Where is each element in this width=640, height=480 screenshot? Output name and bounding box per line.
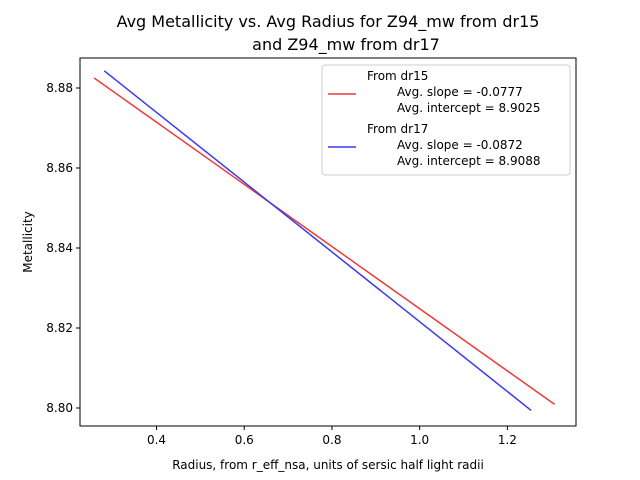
legend-intercept-dr17: Avg. intercept = 8.9088 bbox=[397, 154, 541, 168]
y-tick-label-0: 8.80 bbox=[46, 401, 73, 415]
series-line-1 bbox=[103, 70, 532, 411]
x-tick-label-4: 1.2 bbox=[498, 433, 517, 447]
x-tick-label-0: 0.4 bbox=[147, 433, 166, 447]
legend-slope-dr17: Avg. slope = -0.0872 bbox=[397, 138, 523, 152]
y-tick-label-1: 8.82 bbox=[46, 321, 73, 335]
x-tick-label-2: 0.8 bbox=[322, 433, 341, 447]
y-axis-ticks: 8.80 8.82 8.84 8.86 8.88 bbox=[46, 81, 80, 415]
x-axis-label: Radius, from r_eff_nsa, units of sersic … bbox=[172, 458, 484, 472]
y-tick-label-3: 8.86 bbox=[46, 161, 73, 175]
plot-frame bbox=[79, 57, 577, 427]
legend: From dr15 Avg. slope = -0.0777 Avg. inte… bbox=[321, 64, 571, 176]
y-tick-label-2: 8.84 bbox=[46, 241, 73, 255]
legend-series-name-dr17: From dr17 bbox=[367, 122, 428, 136]
x-axis-ticks: 0.4 0.6 0.8 1.0 1.2 bbox=[147, 426, 517, 447]
series-layer bbox=[93, 70, 556, 411]
y-axis-label: Metallicity bbox=[21, 211, 35, 273]
legend-series-name-dr15: From dr15 bbox=[367, 69, 428, 83]
legend-intercept-dr15: Avg. intercept = 8.9025 bbox=[397, 101, 541, 115]
chart-title-line1: Avg Metallicity vs. Avg Radius for Z94_m… bbox=[117, 12, 540, 32]
x-tick-label-3: 1.0 bbox=[410, 433, 429, 447]
series-line-0 bbox=[93, 77, 556, 406]
x-tick-label-1: 0.6 bbox=[235, 433, 254, 447]
chart-title-line2: and Z94_mw from dr17 bbox=[252, 35, 440, 55]
y-tick-label-4: 8.88 bbox=[46, 81, 73, 95]
legend-box bbox=[321, 64, 571, 176]
legend-slope-dr15: Avg. slope = -0.0777 bbox=[397, 85, 523, 99]
